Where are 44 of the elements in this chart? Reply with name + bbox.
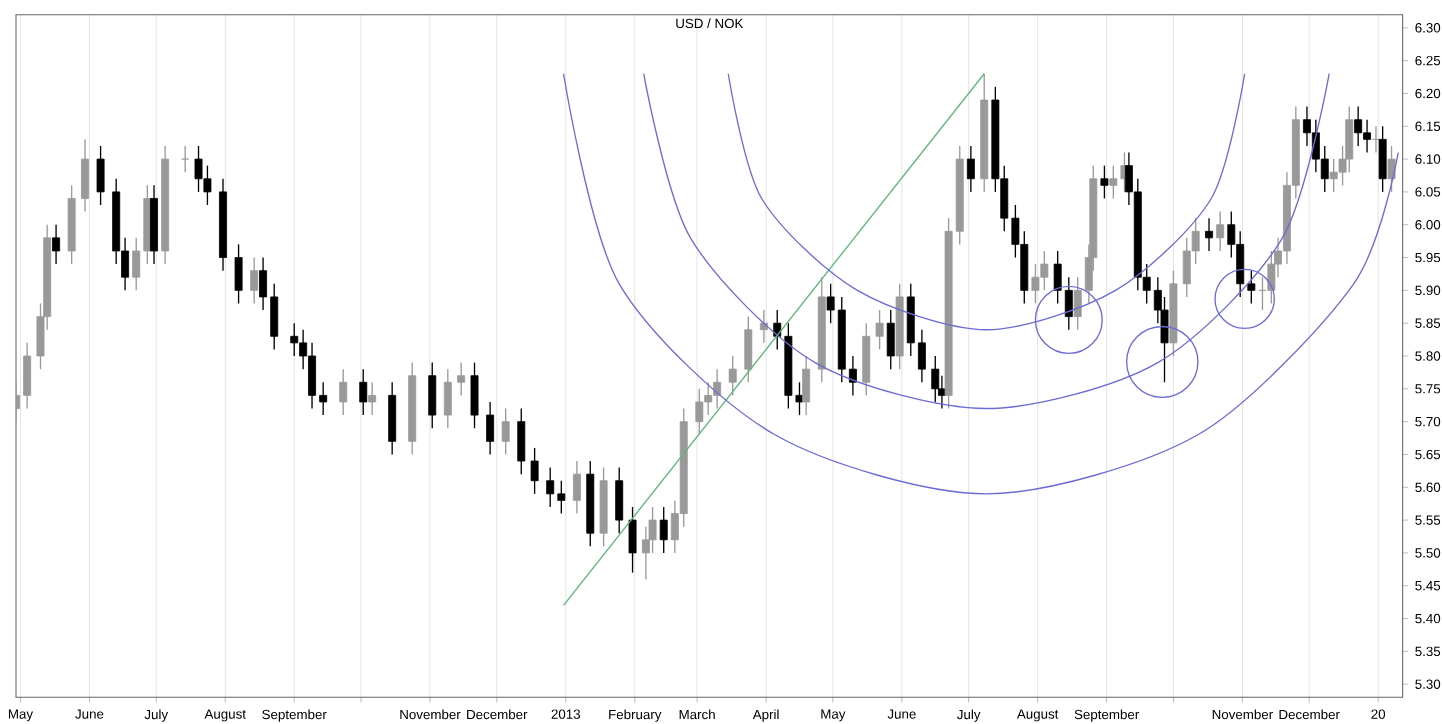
candlestick: [81, 138, 89, 213]
candlestick: [234, 243, 243, 305]
candlestick: [875, 309, 884, 351]
candlestick: [1378, 125, 1387, 193]
candlestick: [1247, 270, 1256, 305]
candlestick: [1109, 164, 1118, 200]
candlestick: [886, 309, 895, 370]
line-series: [562, 73, 1399, 495]
candlestick: [862, 322, 871, 397]
candlestick: [486, 401, 495, 456]
candlestick: [728, 355, 737, 397]
candlestick: [802, 355, 811, 416]
candlestick: [1354, 105, 1363, 147]
candlestick: [470, 361, 479, 429]
candlestick: [628, 506, 637, 574]
candlestick: [1100, 164, 1109, 200]
candlestick: [339, 368, 348, 416]
line-series: [643, 73, 1330, 410]
candlestick: [744, 315, 753, 383]
candlestick: [23, 342, 32, 410]
candlestick: [181, 145, 190, 173]
candlestick: [368, 381, 377, 416]
candlestick: [517, 407, 526, 475]
candlestick: [1216, 210, 1225, 252]
candlestick: [615, 466, 624, 534]
candlestick: [96, 145, 105, 206]
candlestick: [1073, 276, 1082, 331]
candlestick: [572, 460, 581, 515]
candlestick: [530, 447, 539, 495]
candlestick: [250, 256, 259, 305]
candlestick: [966, 145, 975, 193]
candlestick: [659, 506, 668, 554]
candlestick: [695, 388, 704, 436]
candlestick: [428, 361, 437, 429]
candlestick: [1387, 145, 1396, 193]
candlestick: [290, 322, 299, 357]
candlestick: [443, 368, 452, 429]
candlestick: [52, 224, 61, 265]
candlestick: [457, 361, 466, 397]
candlestick: [1205, 217, 1213, 252]
candlestick: [931, 355, 940, 403]
candlestick: [359, 368, 368, 416]
candlestick: [501, 407, 510, 456]
candlestick: [388, 381, 397, 456]
